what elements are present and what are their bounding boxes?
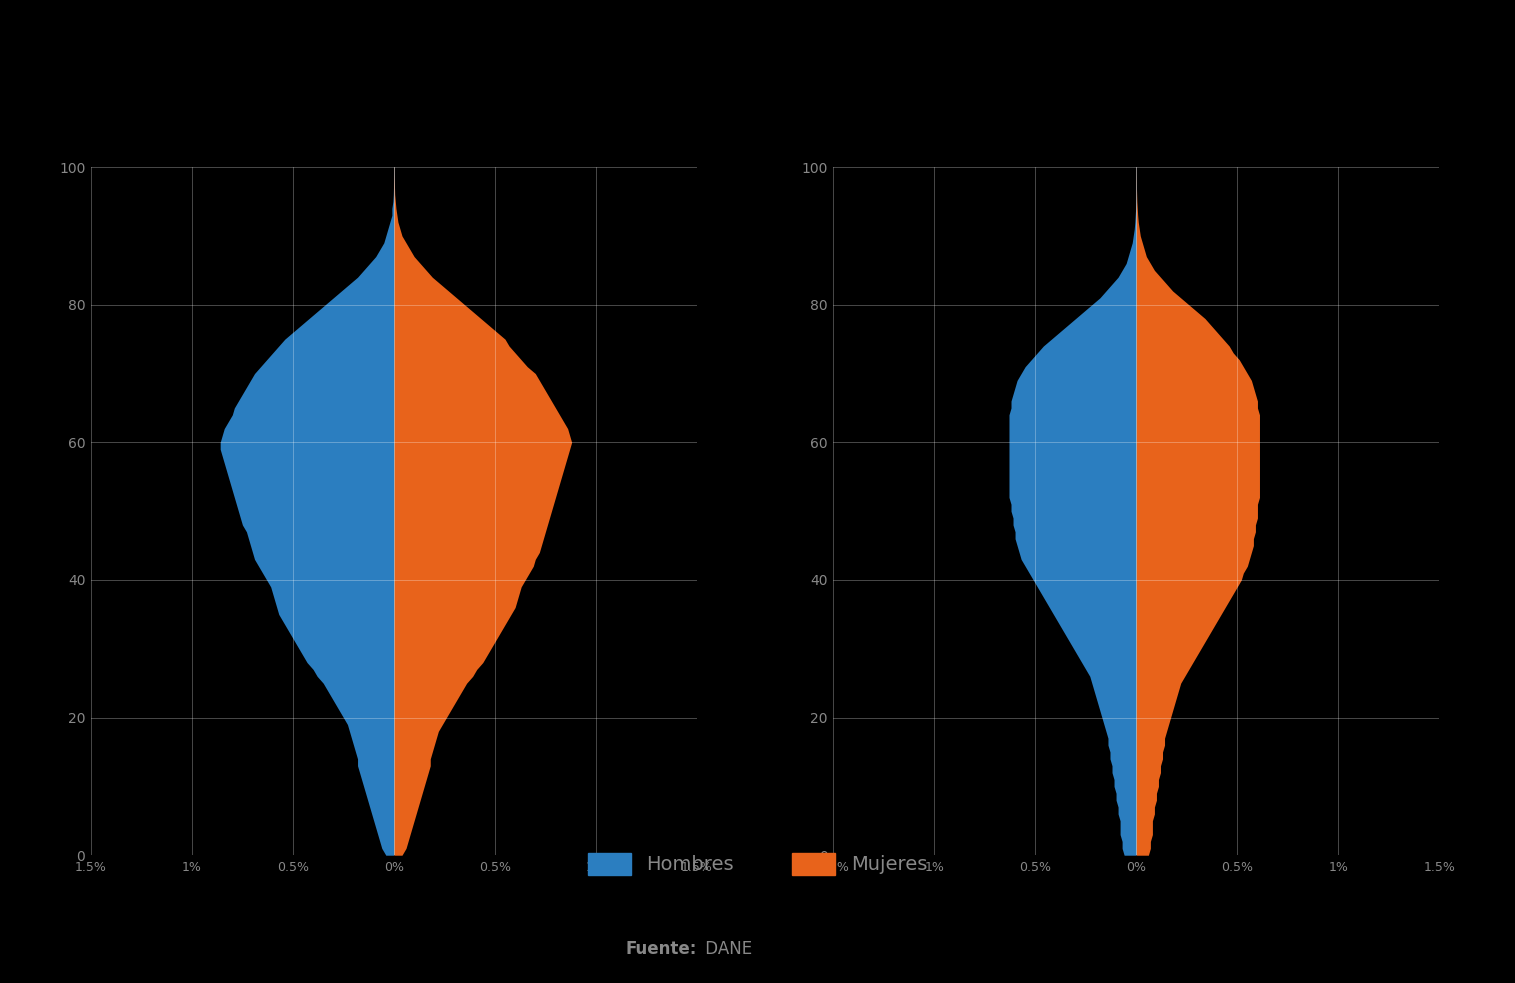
Text: Fuente:: Fuente: [626, 940, 697, 957]
Legend: Hombres, Mujeres: Hombres, Mujeres [588, 852, 927, 875]
Text: DANE: DANE [700, 940, 751, 957]
